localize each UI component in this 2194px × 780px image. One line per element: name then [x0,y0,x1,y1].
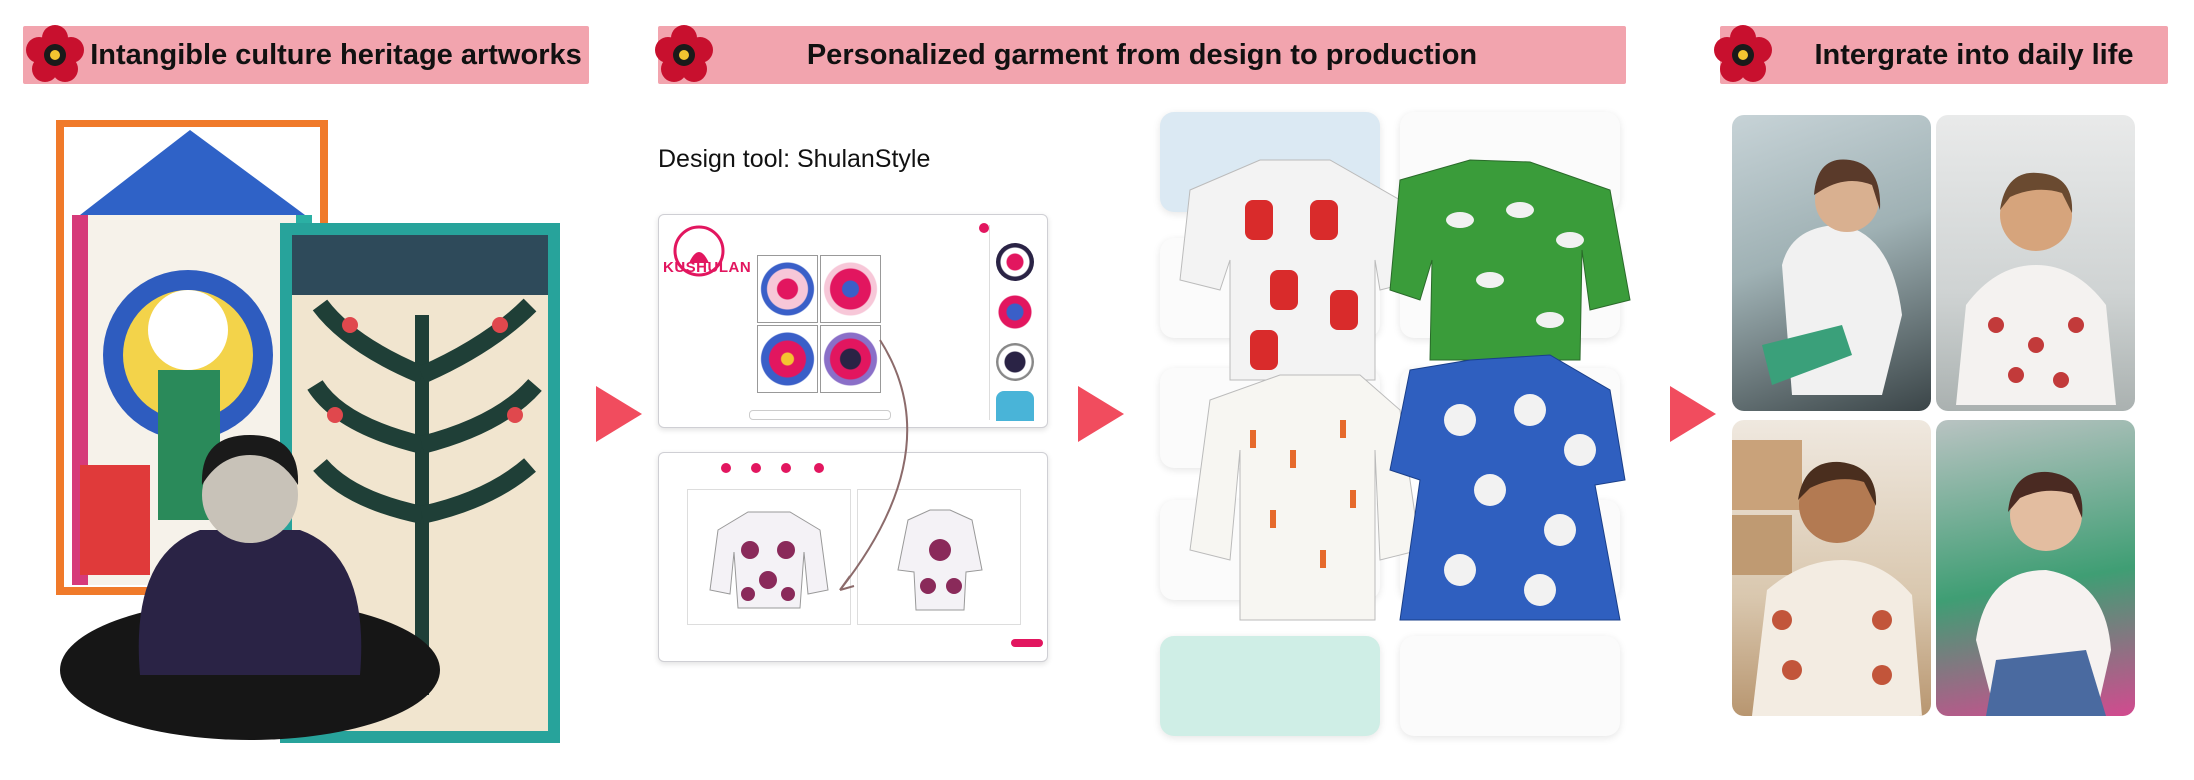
avatar-figure-icon [1976,471,2111,716]
step-indicator [814,463,824,473]
lifestyle-photo [1936,115,2135,411]
section-title-garment: Personalized garment from design to prod… [806,38,1478,71]
flow-arrow-icon [596,386,642,442]
section-banner-artworks: Intangible culture heritage artworks [23,26,589,84]
garment-preview-front [687,489,851,625]
step-indicator [721,463,731,473]
shirt-back-icon [897,509,983,611]
pattern-thumbnail[interactable] [996,243,1034,281]
thumbnail-sidebar [989,225,1042,421]
avatar-figure-icon [1956,172,2116,405]
plum-flower-icon [655,25,713,82]
kushulan-logo-text: KUSHULAN [663,259,752,276]
flow-connector-icon [839,339,909,591]
step-indicator [751,463,761,473]
pattern-thumbnail[interactable] [996,293,1034,331]
flow-arrow-icon [1078,386,1124,442]
garment-preview-back [857,489,1021,625]
step-indicator [979,223,989,233]
order-button[interactable] [1011,639,1043,647]
pattern-thumbnail[interactable] [996,343,1034,381]
lifestyle-photo [1936,420,2135,716]
pattern-tile[interactable] [757,255,818,323]
lifestyle-photo [1732,420,1931,716]
section-title-daily-life: Intergrate into daily life [1814,38,2134,71]
section-title-artworks: Intangible culture heritage artworks [90,38,582,71]
pattern-swatch [1400,636,1620,736]
step-indicator [781,463,791,473]
pattern-grid [757,255,881,393]
plum-flower-icon [26,25,84,82]
flow-arrow-icon [1670,386,1716,442]
pattern-thumbnail[interactable] [996,391,1034,421]
avatar-figure-icon [1762,159,1902,395]
garment-collage [1179,159,1631,621]
pattern-swatch [1160,636,1380,736]
design-tool-screen-top: KUSHULAN [658,214,1048,428]
section-banner-daily-life: Intergrate into daily life [1720,26,2168,84]
lifestyle-photo [1732,115,1931,411]
shirt-front-icon [709,511,829,609]
pattern-tile[interactable] [757,325,818,393]
pattern-tile[interactable] [820,325,881,393]
plum-flower-icon [1714,25,1772,82]
design-tool-label: Design tool: ShulanStyle [658,145,931,173]
kushulan-logo-icon [673,225,725,277]
design-tool-screen-bottom [658,452,1048,662]
pattern-tile[interactable] [820,255,881,323]
section-banner-garment: Personalized garment from design to prod… [658,26,1626,84]
prompt-input[interactable] [749,410,891,420]
artwork-collage [56,120,560,743]
avatar-figure-icon [1732,440,1922,716]
